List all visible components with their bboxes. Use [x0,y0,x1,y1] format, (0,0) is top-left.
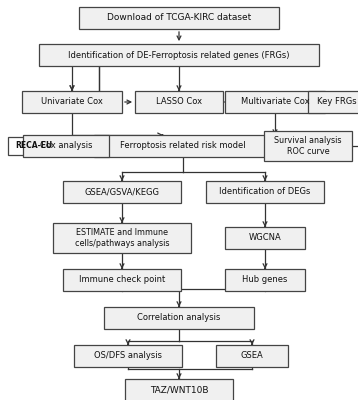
FancyBboxPatch shape [125,379,233,400]
FancyBboxPatch shape [225,91,325,113]
Text: Survival analysis
ROC curve: Survival analysis ROC curve [274,136,342,156]
FancyBboxPatch shape [225,269,305,291]
FancyBboxPatch shape [63,269,181,291]
Text: RECA-EU: RECA-EU [15,142,53,150]
FancyBboxPatch shape [79,7,279,29]
FancyBboxPatch shape [104,307,254,329]
Text: Key FRGs: Key FRGs [317,98,357,106]
Text: Identification of DE-Ferroptosis related genes (FRGs): Identification of DE-Ferroptosis related… [68,50,290,60]
FancyBboxPatch shape [74,345,182,367]
FancyBboxPatch shape [225,227,305,249]
FancyBboxPatch shape [308,91,358,113]
Text: Univariate Cox: Univariate Cox [41,98,103,106]
Text: GSEA: GSEA [241,352,263,360]
FancyBboxPatch shape [264,131,352,161]
FancyBboxPatch shape [94,135,272,157]
Text: GSEA/GSVA/KEGG: GSEA/GSVA/KEGG [84,188,160,196]
Text: Immune check point: Immune check point [79,276,165,284]
FancyBboxPatch shape [8,137,60,155]
Text: OS/DFS analysis: OS/DFS analysis [94,352,162,360]
FancyBboxPatch shape [39,44,319,66]
FancyBboxPatch shape [23,135,109,157]
Text: Hub genes: Hub genes [242,276,288,284]
Text: Correlation analysis: Correlation analysis [137,314,221,322]
FancyBboxPatch shape [135,91,223,113]
FancyBboxPatch shape [63,181,181,203]
Text: LASSO Cox: LASSO Cox [156,98,202,106]
FancyBboxPatch shape [53,223,191,253]
Text: TAZ/WNT10B: TAZ/WNT10B [150,386,208,394]
Text: Cox analysis: Cox analysis [40,142,92,150]
FancyBboxPatch shape [206,181,324,203]
Text: WGCNA: WGCNA [248,234,281,242]
FancyBboxPatch shape [22,91,122,113]
FancyBboxPatch shape [216,345,288,367]
Text: Download of TCGA-KIRC dataset: Download of TCGA-KIRC dataset [107,14,251,22]
Text: Identification of DEGs: Identification of DEGs [219,188,311,196]
Text: Multivariate Cox: Multivariate Cox [241,98,309,106]
Text: Ferroptosis related risk model: Ferroptosis related risk model [120,142,246,150]
Text: ESTIMATE and Immune
cells/pathways analysis: ESTIMATE and Immune cells/pathways analy… [75,228,169,248]
